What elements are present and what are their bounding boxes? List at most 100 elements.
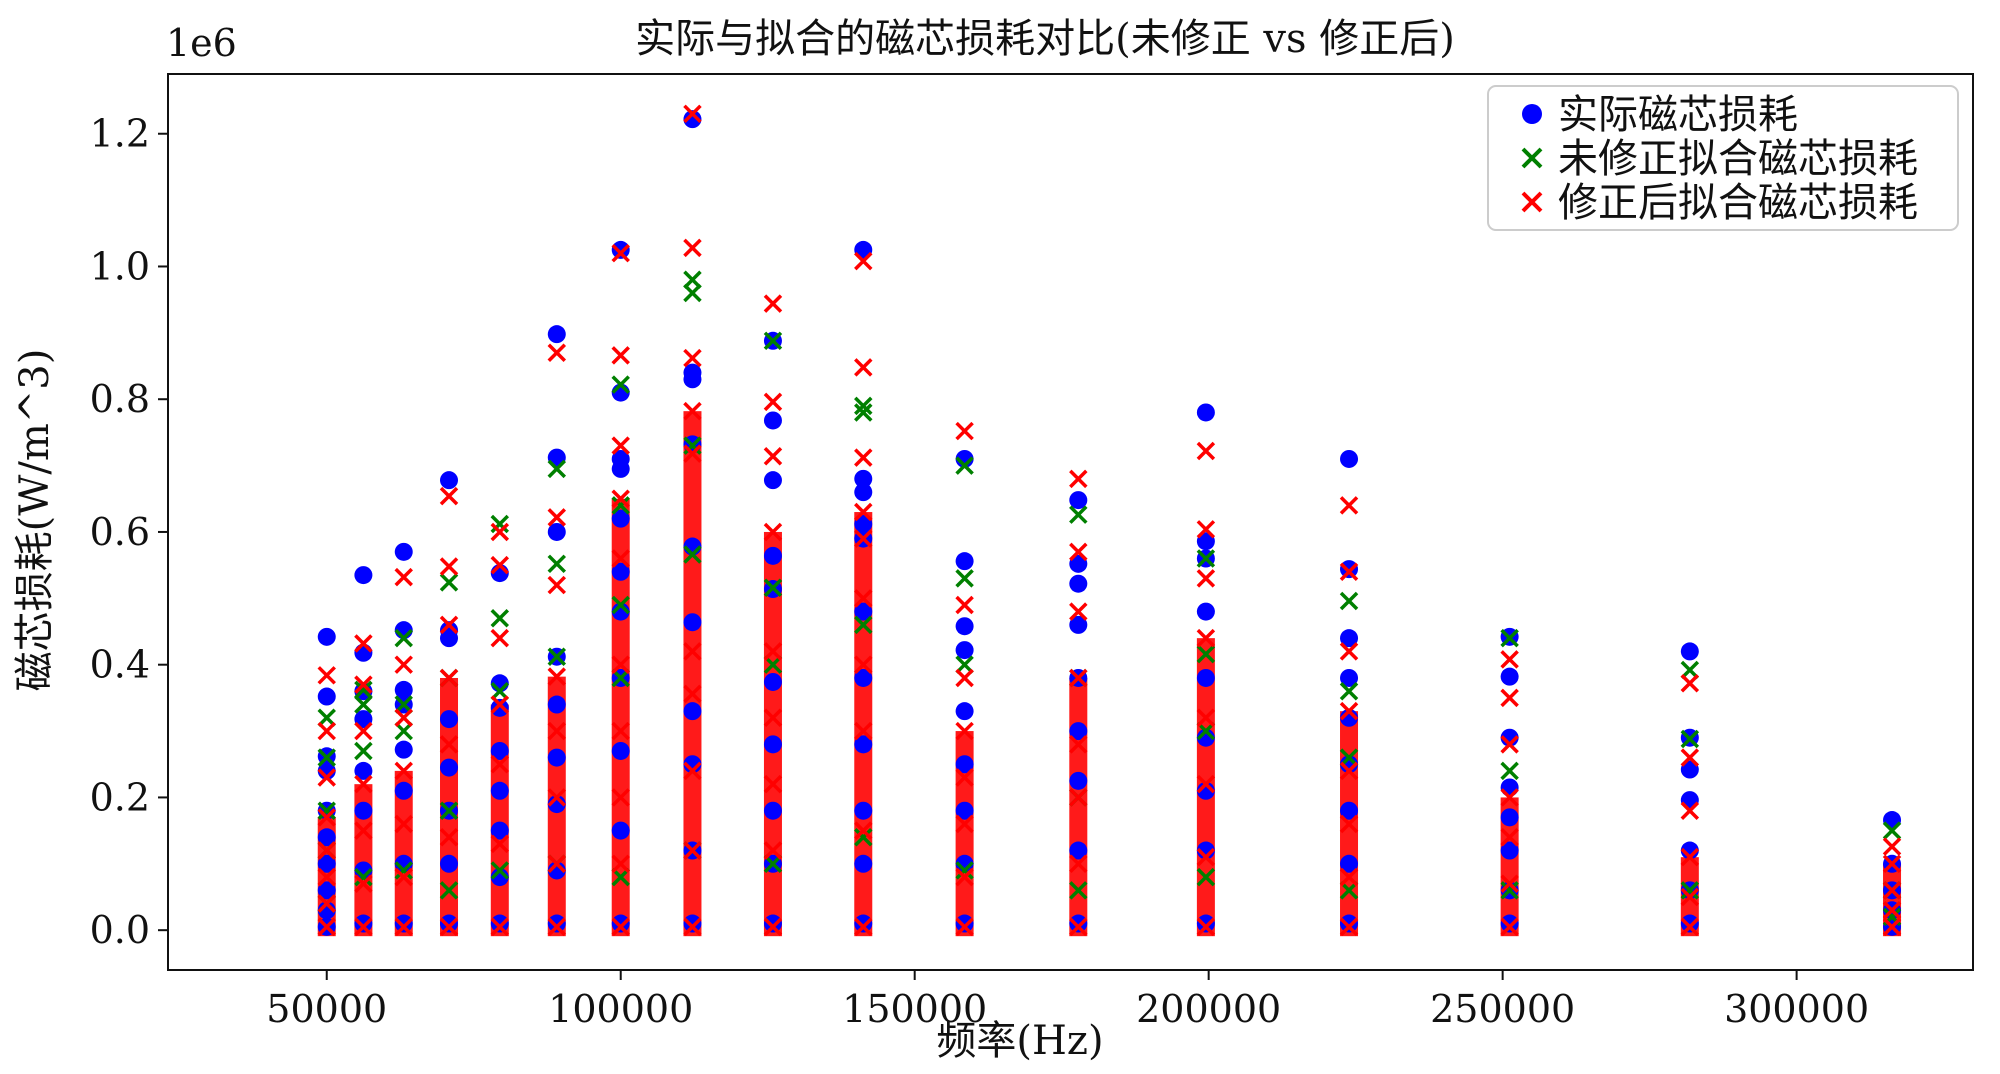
point-corrected xyxy=(354,917,373,937)
point-uncorrected xyxy=(611,595,630,615)
point-uncorrected xyxy=(763,331,783,351)
point-corrected xyxy=(1500,735,1519,754)
point-corrected xyxy=(317,721,336,741)
point-actual xyxy=(854,668,873,687)
legend-box xyxy=(1487,85,1959,231)
point-corrected xyxy=(547,788,567,807)
point-uncorrected xyxy=(854,615,873,635)
point-corrected xyxy=(763,522,783,542)
point-actual xyxy=(1500,914,1519,933)
point-uncorrected xyxy=(1339,748,1359,767)
point-actual xyxy=(763,735,782,754)
y-axis-title: 磁芯损耗(W/m^3) xyxy=(12,349,58,692)
point-actual xyxy=(1069,574,1088,593)
point-corrected xyxy=(1069,602,1088,621)
point-actual xyxy=(611,821,630,840)
point-corrected xyxy=(611,788,630,807)
point-corrected xyxy=(1500,917,1519,937)
x-tick-label: 300000 xyxy=(1724,987,1869,1031)
point-uncorrected xyxy=(955,655,974,674)
point-actual xyxy=(317,687,336,706)
point-corrected xyxy=(683,917,702,937)
point-corrected xyxy=(683,642,702,661)
point-corrected xyxy=(1500,828,1519,847)
point-uncorrected xyxy=(955,456,974,475)
point-uncorrected xyxy=(1339,591,1359,611)
point-corrected xyxy=(763,447,783,466)
point-actual xyxy=(354,801,373,820)
point-corrected xyxy=(439,917,459,937)
y-tick-label: 0.6 xyxy=(90,510,150,554)
point-uncorrected xyxy=(490,514,510,534)
point-corrected xyxy=(955,668,974,688)
point-corrected xyxy=(1339,642,1359,661)
point-corrected xyxy=(854,529,873,548)
x-tick-label: 50000 xyxy=(266,987,387,1031)
point-actual xyxy=(354,710,373,729)
point-corrected xyxy=(1339,761,1359,781)
point-actual xyxy=(763,801,782,820)
point-actual xyxy=(394,542,413,561)
point-corrected xyxy=(1680,887,1700,907)
point-corrected xyxy=(439,828,459,847)
point-corrected xyxy=(611,655,630,674)
point-uncorrected xyxy=(611,668,630,688)
point-uncorrected xyxy=(439,881,459,900)
point-actual xyxy=(547,748,566,767)
point-corrected xyxy=(1882,901,1902,920)
point-uncorrected xyxy=(490,682,510,701)
point-actual xyxy=(394,781,413,800)
point-uncorrected xyxy=(1339,682,1359,701)
point-actual xyxy=(955,617,974,636)
point-uncorrected xyxy=(394,721,413,741)
point-actual xyxy=(1196,403,1215,422)
point-actual xyxy=(854,469,873,488)
point-corrected xyxy=(394,761,413,781)
point-actual xyxy=(490,821,509,840)
point-corrected xyxy=(1680,801,1700,820)
point-corrected xyxy=(763,841,783,860)
point-corrected xyxy=(547,917,567,937)
y-tick-label: 0.0 xyxy=(90,908,150,952)
point-actual xyxy=(854,914,873,933)
point-actual xyxy=(490,914,509,933)
point-uncorrected xyxy=(955,861,974,880)
point-corrected xyxy=(1069,917,1088,937)
point-actual xyxy=(317,881,336,900)
point-uncorrected xyxy=(1500,761,1519,781)
point-corrected xyxy=(1069,542,1088,562)
point-corrected xyxy=(611,489,630,509)
point-actual xyxy=(1680,642,1699,661)
point-uncorrected xyxy=(1196,721,1216,741)
point-corrected xyxy=(439,486,459,506)
point-corrected xyxy=(683,104,702,124)
point-uncorrected xyxy=(1069,505,1088,524)
point-corrected xyxy=(854,589,873,608)
point-uncorrected xyxy=(683,436,702,455)
point-uncorrected xyxy=(683,545,702,564)
point-uncorrected xyxy=(1339,881,1359,900)
point-corrected xyxy=(763,774,783,794)
point-corrected xyxy=(1196,917,1216,937)
point-actual xyxy=(1196,668,1215,687)
point-actual xyxy=(1069,841,1088,860)
point-corrected xyxy=(611,346,630,365)
point-actual xyxy=(955,801,974,820)
point-actual xyxy=(611,562,630,581)
point-actual xyxy=(683,914,702,933)
point-uncorrected xyxy=(394,628,413,648)
point-actual xyxy=(854,602,873,621)
point-corrected xyxy=(1069,469,1088,489)
point-corrected xyxy=(1339,562,1359,582)
dense-stack xyxy=(490,704,509,937)
point-corrected xyxy=(683,348,702,368)
point-actual xyxy=(440,471,459,490)
point-actual xyxy=(611,240,630,259)
point-uncorrected xyxy=(354,741,373,761)
point-corrected xyxy=(490,555,510,575)
dense-stack xyxy=(1883,863,1902,937)
point-corrected xyxy=(354,721,373,741)
point-corrected xyxy=(354,821,373,840)
point-corrected xyxy=(611,917,630,937)
point-corrected xyxy=(394,917,413,937)
